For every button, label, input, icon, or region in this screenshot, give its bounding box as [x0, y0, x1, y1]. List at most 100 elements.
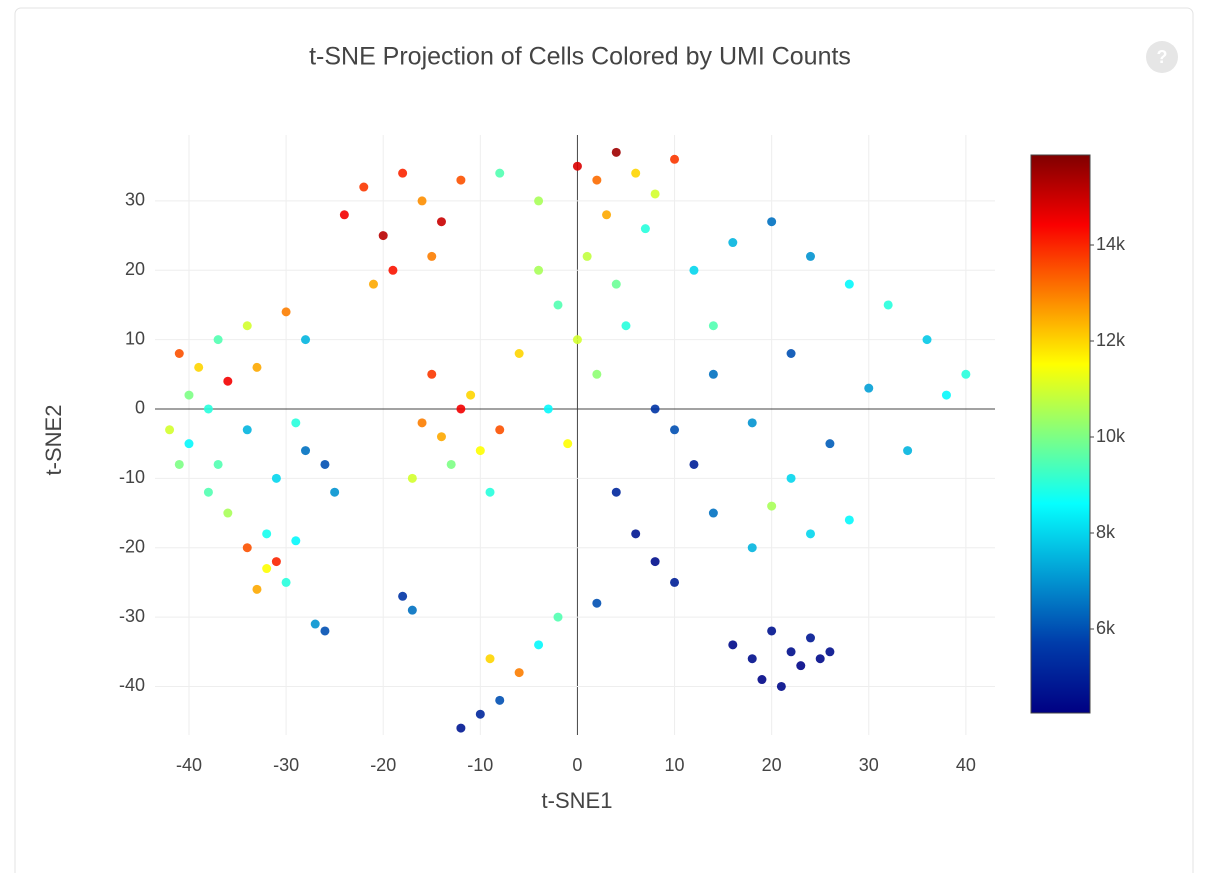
point: [553, 300, 563, 310]
point: [543, 404, 553, 414]
point: [184, 390, 194, 400]
y-tick-label: 30: [125, 190, 145, 210]
colorbar-tick-label: 12k: [1096, 330, 1126, 350]
point: [670, 425, 680, 435]
point: [670, 154, 680, 164]
point: [495, 695, 505, 705]
point: [174, 459, 184, 469]
point: [262, 529, 272, 539]
point: [223, 508, 233, 518]
point: [864, 383, 874, 393]
point: [495, 425, 505, 435]
point: [592, 175, 602, 185]
point: [572, 335, 582, 345]
point: [514, 668, 524, 678]
point: [611, 147, 621, 157]
point: [534, 640, 544, 650]
point: [378, 231, 388, 241]
point: [825, 439, 835, 449]
point: [650, 404, 660, 414]
point: [271, 557, 281, 567]
point: [242, 543, 252, 553]
point: [485, 654, 495, 664]
point: [961, 369, 971, 379]
point: [708, 508, 718, 518]
point: [262, 564, 272, 574]
point: [485, 487, 495, 497]
point: [621, 321, 631, 331]
x-tick-label: 0: [572, 755, 582, 775]
point: [747, 418, 757, 428]
y-tick-label: 0: [135, 398, 145, 418]
point: [271, 473, 281, 483]
point: [203, 487, 213, 497]
point: [281, 307, 291, 317]
point: [572, 161, 582, 171]
colorbar-tick-label: 14k: [1096, 234, 1126, 254]
x-tick-label: -40: [176, 755, 202, 775]
x-tick-label: -20: [370, 755, 396, 775]
point: [650, 189, 660, 199]
y-tick-label: 10: [125, 328, 145, 348]
x-axis-title: t-SNE1: [542, 788, 613, 813]
point: [242, 425, 252, 435]
point: [456, 175, 466, 185]
point: [786, 473, 796, 483]
point: [359, 182, 369, 192]
point: [495, 168, 505, 178]
point: [223, 376, 233, 386]
point: [941, 390, 951, 400]
x-tick-label: 20: [762, 755, 782, 775]
point: [747, 543, 757, 553]
colorbar-tick-label: 8k: [1096, 522, 1116, 542]
point: [281, 577, 291, 587]
point: [708, 369, 718, 379]
point: [514, 348, 524, 358]
point: [786, 647, 796, 657]
point: [844, 279, 854, 289]
point: [174, 348, 184, 358]
point: [368, 279, 378, 289]
point: [203, 404, 213, 414]
point: [310, 619, 320, 629]
point: [903, 446, 913, 456]
point: [602, 210, 612, 220]
point: [815, 654, 825, 664]
point: [301, 446, 311, 456]
point: [427, 369, 437, 379]
point: [466, 390, 476, 400]
point: [456, 723, 466, 733]
point: [611, 487, 621, 497]
point: [825, 647, 835, 657]
y-tick-label: -10: [119, 467, 145, 487]
point: [388, 265, 398, 275]
help-icon-label[interactable]: ?: [1157, 47, 1168, 67]
points: [165, 147, 971, 733]
x-tick-label: 30: [859, 755, 879, 775]
point: [398, 168, 408, 178]
point: [320, 459, 330, 469]
colorbar-tick-label: 10k: [1096, 426, 1126, 446]
point: [611, 279, 621, 289]
card: [14, 7, 1194, 873]
point: [427, 251, 437, 261]
point: [320, 626, 330, 636]
y-tick-label: 20: [125, 259, 145, 279]
point: [407, 473, 417, 483]
point: [844, 515, 854, 525]
point: [767, 501, 777, 511]
point: [291, 536, 301, 546]
point: [252, 584, 262, 594]
help-icon[interactable]: [1146, 41, 1178, 73]
point: [398, 591, 408, 601]
point: [640, 224, 650, 234]
point: [805, 633, 815, 643]
point: [650, 557, 660, 567]
x-tick-label: -30: [273, 755, 299, 775]
point: [883, 300, 893, 310]
point: [417, 196, 427, 206]
x-tick-label: 40: [956, 755, 976, 775]
point: [475, 446, 485, 456]
point: [708, 321, 718, 331]
